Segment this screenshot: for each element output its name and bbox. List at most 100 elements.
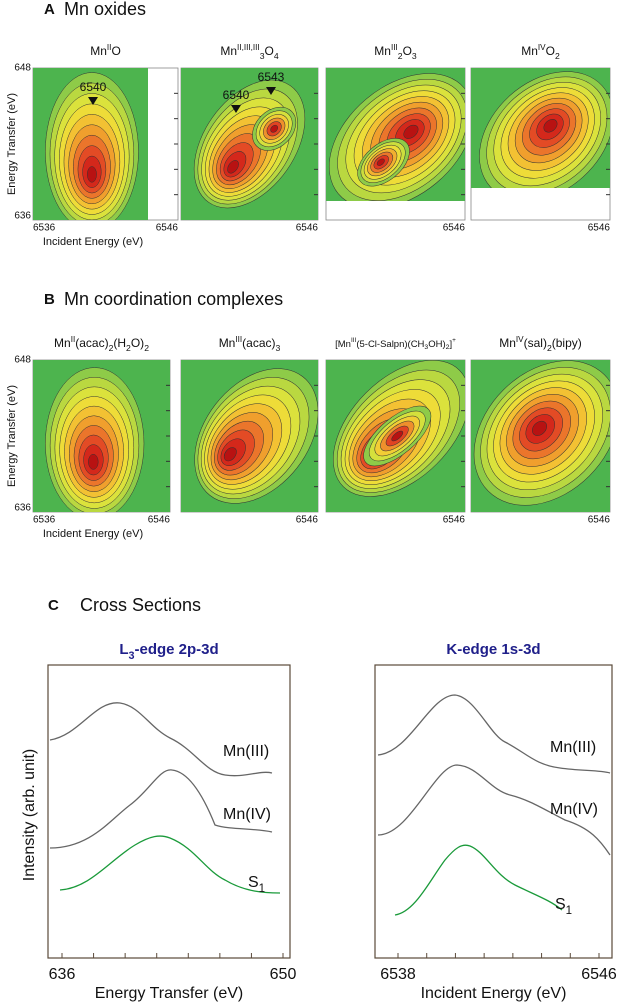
contour-map <box>471 360 610 512</box>
x-tick-label: 6536 <box>33 223 56 234</box>
plot-title-part: 2 <box>126 343 131 353</box>
panel-letter: C <box>48 597 59 614</box>
plot-frame <box>47 664 291 959</box>
x-tick-label: 6546 <box>296 223 319 234</box>
series-label: S1 <box>248 874 265 895</box>
curve <box>49 702 273 777</box>
curve <box>59 835 281 894</box>
plot-title-part: II <box>107 43 112 52</box>
series-label: Mn(III) <box>223 743 269 760</box>
curve <box>49 769 273 849</box>
plot-title-part: Mn <box>219 336 236 350</box>
plot-title: MnIVO2 <box>521 43 560 62</box>
plot-title-part: Mn <box>499 336 516 350</box>
annotation-arrow <box>231 105 241 113</box>
contour <box>270 124 279 133</box>
panel-letter: B <box>44 291 55 308</box>
plot-title-part: (bipy) <box>552 336 582 350</box>
x-tick-label: 6546 <box>443 223 466 234</box>
series-label: Mn(IV) <box>550 801 598 818</box>
x-tick-label: 6538 <box>380 966 416 983</box>
x-tick-label: 6546 <box>588 223 611 234</box>
x-tick-label: 6546 <box>148 515 171 526</box>
y-axis-label: Energy Transfer (eV) <box>6 385 18 487</box>
plot-title-part: Mn <box>54 336 71 350</box>
plot-title-part: II,III,III <box>237 43 260 52</box>
x-axis-label: Incident Energy (eV) <box>43 528 143 540</box>
plot-title-part: (sal) <box>524 336 547 350</box>
contour-map <box>181 68 318 220</box>
contour <box>227 160 239 174</box>
plot-title-part: 2 <box>144 343 149 353</box>
plot-title-part: (5-Cl-Salpn)(CH <box>356 339 424 350</box>
chart-title: L3-edge 2p-3d <box>119 641 218 662</box>
x-tick-label: 6546 <box>443 515 466 526</box>
y-tick-label: 636 <box>14 503 31 514</box>
curve <box>377 694 611 774</box>
plot-title-part: O) <box>131 336 144 350</box>
contour <box>403 124 419 139</box>
chart-title-part: -edge 2p-3d <box>135 641 219 658</box>
plot-title-part: Mn <box>374 44 391 58</box>
contour <box>391 430 404 442</box>
annotation: 6543 <box>258 70 285 84</box>
plot-title-part: (H <box>113 336 126 350</box>
contour <box>376 158 385 166</box>
plot-title-part: (acac) <box>242 336 275 350</box>
plot-title: MnIIO <box>90 43 121 59</box>
series-label-part: Mn(III) <box>550 739 596 756</box>
plot-title-part: 2 <box>555 51 560 61</box>
plot-title-part: Mn <box>220 44 237 58</box>
series-label-part: S <box>248 874 259 891</box>
plot-title-part: ] <box>449 339 452 350</box>
plot-title-part: III <box>391 43 398 52</box>
panel-title: Mn oxides <box>64 0 146 19</box>
plot-title-part: O <box>546 44 555 58</box>
contour <box>87 166 97 183</box>
annotation: 6540 <box>223 88 250 102</box>
plot-title-part: 3 <box>412 51 417 61</box>
y-tick-label: 636 <box>14 211 31 222</box>
x-tick-label: 636 <box>49 966 76 983</box>
plot-title-part: O <box>265 44 274 58</box>
x-tick-label: 650 <box>270 966 297 983</box>
contour-map <box>326 360 465 512</box>
series-label-part: 1 <box>566 905 572 917</box>
plot-title-part: 2 <box>446 344 450 351</box>
plot-title-part: Mn <box>521 44 538 58</box>
curve <box>377 764 611 856</box>
plot-title-part: 4 <box>274 51 279 61</box>
plot-title-part: III <box>235 335 242 344</box>
contour <box>88 453 99 470</box>
contour-map <box>181 360 318 512</box>
series-label-part: Mn(IV) <box>223 806 271 823</box>
chart-title: K-edge 1s-3d <box>446 641 540 658</box>
curve <box>394 844 563 916</box>
contour <box>532 420 547 436</box>
plot-title-part: 2 <box>398 51 403 61</box>
contour <box>223 447 237 462</box>
chart-title-part: K-edge 1s-3d <box>446 641 540 658</box>
plot-title-part: O <box>111 44 120 58</box>
plot-title: [MnIII(5-Cl-Salpn)(CH3OH)2]+ <box>335 337 456 351</box>
plot-title-part: III <box>351 337 357 344</box>
plot-title-part: II <box>71 335 76 344</box>
series-label: S1 <box>555 896 572 917</box>
series-label: Mn(III) <box>550 739 596 756</box>
plot-title-part: OH) <box>428 339 445 350</box>
contour-map <box>33 360 170 512</box>
plot-title: MnII,III,III3O4 <box>220 43 278 62</box>
x-axis-label: Incident Energy (eV) <box>43 236 143 248</box>
contour-map <box>326 68 465 201</box>
plot-title: MnIII(acac)3 <box>219 335 281 354</box>
contour-map <box>471 68 610 188</box>
series-label-part: 1 <box>259 883 265 895</box>
plot-title-part: + <box>452 337 456 344</box>
plot-title-part: 2 <box>109 343 114 353</box>
panel-title: Cross Sections <box>80 595 201 615</box>
panel-letter: A <box>44 1 55 18</box>
y-axis-label: Intensity (arb. unit) <box>21 749 38 882</box>
y-tick-label: 648 <box>14 355 31 366</box>
x-tick-label: 6546 <box>581 966 617 983</box>
